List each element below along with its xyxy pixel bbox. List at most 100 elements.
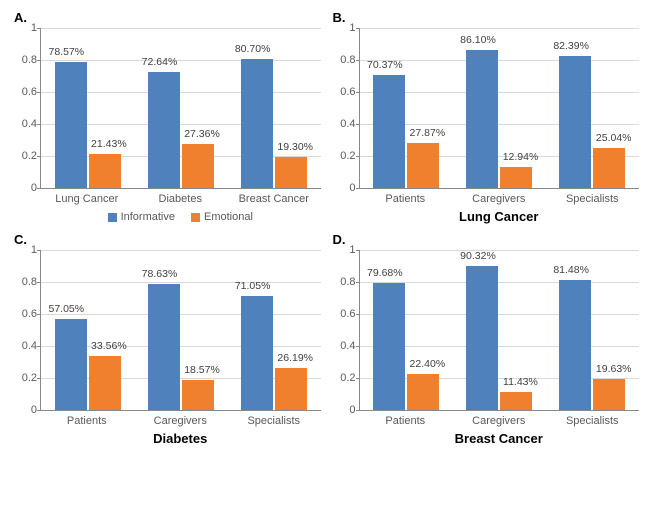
y-tick-label: 0 — [332, 182, 356, 194]
y-tick-label: 0 — [13, 182, 37, 194]
y-tick-label: 0.8 — [332, 54, 356, 66]
emotional-bar: 27.87% — [407, 143, 439, 188]
x-label: Diabetes — [134, 189, 228, 205]
bar-value-label: 70.37% — [367, 59, 403, 71]
panel-b: B.00.20.40.60.8170.37%27.87%86.10%12.94%… — [329, 10, 640, 224]
emotional-bar: 26.19% — [275, 368, 307, 410]
bar-value-label: 25.04% — [596, 132, 632, 144]
bar-value-label: 80.70% — [235, 43, 271, 55]
bar-group: 86.10%12.94% — [453, 28, 546, 188]
y-tick-label: 0.2 — [332, 372, 356, 384]
bar-group: 81.48% 19.63% — [546, 250, 639, 410]
chart-area: 00.20.40.60.8170.37%27.87%86.10%12.94%82… — [359, 28, 640, 189]
bar-value-label: 57.05% — [48, 303, 84, 315]
bars-container: 79.68%22.40%90.32%11.43%81.48%19.63% — [360, 250, 640, 410]
x-label: Caregivers — [452, 189, 546, 205]
x-labels: PatientsCaregiversSpecialists — [40, 411, 321, 427]
x-label: Caregivers — [134, 411, 228, 427]
x-label: Caregivers — [452, 411, 546, 427]
legend-label: Emotional — [204, 211, 253, 223]
bar-value-label: 86.10% — [460, 34, 496, 46]
x-label: Patients — [359, 189, 453, 205]
bars-container: 57.05%33.56%78.63%18.57%71.05%26.19% — [41, 250, 321, 410]
x-label: Specialists — [546, 411, 640, 427]
bar-group: 78.63% 18.57% — [134, 250, 227, 410]
emotional-bar: 33.56% — [89, 356, 121, 410]
y-tick-label: 0.6 — [13, 86, 37, 98]
informative-bar: 86.10% — [466, 50, 498, 188]
emotional-bar: 27.36% — [182, 144, 214, 188]
informative-bar: 90.32% — [466, 266, 498, 411]
y-tick-label: 0.4 — [332, 340, 356, 352]
y-tickmark — [37, 188, 41, 189]
y-tick-label: 1 — [332, 244, 356, 256]
bar-value-label: 21.43% — [91, 138, 127, 150]
panel-a: A.00.20.40.60.8178.57%21.43%72.64%27.36%… — [10, 10, 321, 224]
bar-value-label: 78.57% — [48, 46, 84, 58]
y-tick-label: 0.8 — [332, 276, 356, 288]
bar-value-label: 22.40% — [410, 358, 446, 370]
emotional-bar: 12.94% — [500, 167, 532, 188]
x-label: Lung Cancer — [40, 189, 134, 205]
y-tickmark — [356, 410, 360, 411]
bars-container: 70.37%27.87%86.10%12.94%82.39%25.04% — [360, 28, 640, 188]
x-label: Patients — [359, 411, 453, 427]
emotional-bar: 25.04% — [593, 148, 625, 188]
y-tick-label: 0.2 — [332, 150, 356, 162]
bar-value-label: 26.19% — [277, 352, 313, 364]
y-tick-label: 0.6 — [332, 308, 356, 320]
panel-title: Breast Cancer — [359, 431, 640, 446]
panel-title: Diabetes — [40, 431, 321, 446]
emotional-bar: 21.43% — [89, 154, 121, 188]
legend-item-emotional: Emotional — [191, 211, 253, 223]
x-label: Breast Cancer — [227, 189, 321, 205]
y-tick-label: 1 — [13, 22, 37, 34]
y-tick-label: 0.6 — [13, 308, 37, 320]
x-label: Specialists — [546, 189, 640, 205]
x-labels: PatientsCaregiversSpecialists — [359, 189, 640, 205]
bars-container: 78.57%21.43%72.64%27.36%80.70%19.30% — [41, 28, 321, 188]
bar-value-label: 78.63% — [142, 268, 178, 280]
y-tick-label: 0 — [13, 404, 37, 416]
chart-grid: A.00.20.40.60.8178.57%21.43%72.64%27.36%… — [10, 10, 639, 446]
informative-bar: 80.70% — [241, 59, 273, 188]
chart-area: 00.20.40.60.8178.57%21.43%72.64%27.36%80… — [40, 28, 321, 189]
y-tick-label: 1 — [332, 22, 356, 34]
bar-value-label: 81.48% — [553, 264, 589, 276]
bar-value-label: 19.63% — [596, 363, 632, 375]
informative-bar: 70.37% — [373, 75, 405, 188]
legend-swatch — [108, 213, 117, 222]
informative-bar: 71.05% — [241, 296, 273, 410]
emotional-bar: 19.63% — [593, 379, 625, 410]
bar-group: 90.32%11.43% — [453, 250, 546, 410]
panel-d: D.00.20.40.60.8179.68%22.40%90.32%11.43%… — [329, 232, 640, 446]
bar-value-label: 12.94% — [503, 151, 539, 163]
y-tickmark — [37, 410, 41, 411]
bar-value-label: 79.68% — [367, 267, 403, 279]
y-tick-label: 0.6 — [332, 86, 356, 98]
informative-bar: 78.57% — [55, 62, 87, 188]
bar-group: 79.68% 22.40% — [360, 250, 453, 410]
bar-value-label: 11.43% — [503, 376, 538, 388]
chart-area: 00.20.40.60.8179.68%22.40%90.32%11.43%81… — [359, 250, 640, 411]
bar-value-label: 18.57% — [184, 364, 220, 376]
bar-value-label: 19.30% — [277, 141, 313, 153]
emotional-bar: 18.57% — [182, 380, 214, 410]
emotional-bar: 11.43% — [500, 392, 532, 410]
panel-c: C.00.20.40.60.8157.05%33.56%78.63%18.57%… — [10, 232, 321, 446]
bar-group: 72.64%27.36% — [134, 28, 227, 188]
bar-value-label: 82.39% — [553, 40, 589, 52]
bar-group: 78.57%21.43% — [41, 28, 134, 188]
chart-area: 00.20.40.60.8157.05%33.56%78.63%18.57%71… — [40, 250, 321, 411]
y-tick-label: 0.4 — [13, 340, 37, 352]
x-labels: Lung CancerDiabetesBreast Cancer — [40, 189, 321, 205]
x-labels: PatientsCaregiversSpecialists — [359, 411, 640, 427]
informative-bar: 57.05% — [55, 319, 87, 410]
bar-value-label: 33.56% — [91, 340, 127, 352]
informative-bar: 79.68% — [373, 283, 405, 410]
y-tick-label: 0.4 — [332, 118, 356, 130]
x-label: Patients — [40, 411, 134, 427]
y-tick-label: 1 — [13, 244, 37, 256]
bar-value-label: 27.87% — [410, 127, 446, 139]
bar-value-label: 71.05% — [235, 280, 271, 292]
